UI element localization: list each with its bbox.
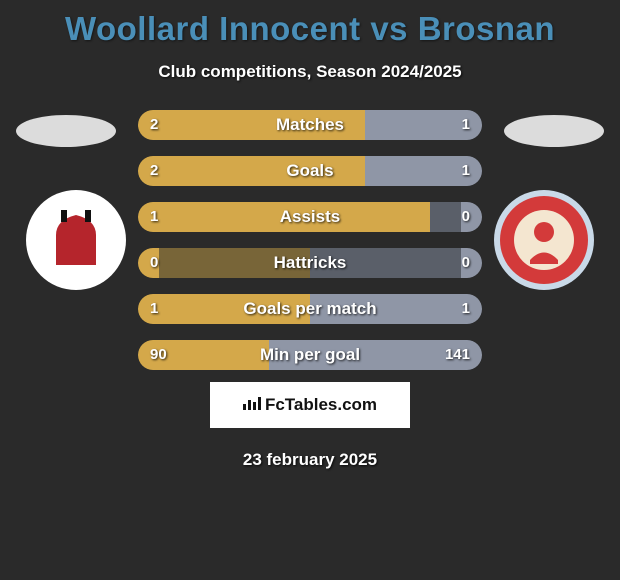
photo-oval-left	[16, 115, 116, 147]
page-subtitle: Club competitions, Season 2024/2025	[8, 62, 612, 82]
photo-oval-right	[504, 115, 604, 147]
chart-icon	[243, 396, 261, 414]
date-line: 23 february 2025	[8, 450, 612, 470]
club-left-icon	[26, 190, 126, 290]
comparison-area: 21Matches 21Goals 10Assists 00Hattricks 11Go…	[8, 110, 612, 370]
infographic-container: Woollard Innocent vs Brosnan Club compet…	[0, 0, 620, 580]
stat-label: Matches	[138, 110, 482, 140]
stat-label: Min per goal	[138, 340, 482, 370]
stats-column: 21Matches 21Goals 10Assists 00Hattricks 11Go…	[138, 110, 482, 386]
club-badge-left	[26, 190, 126, 290]
stat-row: 11Goals per match	[138, 294, 482, 324]
brand-badge: FcTables.com	[210, 382, 410, 428]
stat-label: Goals	[138, 156, 482, 186]
stat-row: 10Assists	[138, 202, 482, 232]
stat-row: 21Matches	[138, 110, 482, 140]
stat-label: Assists	[138, 202, 482, 232]
page-title: Woollard Innocent vs Brosnan	[8, 10, 612, 48]
stat-row: 90141Min per goal	[138, 340, 482, 370]
brand-text: FcTables.com	[265, 395, 377, 415]
stat-label: Hattricks	[138, 248, 482, 278]
stat-label: Goals per match	[138, 294, 482, 324]
club-right-icon	[494, 190, 594, 290]
club-badge-right	[494, 190, 594, 290]
stat-row: 00Hattricks	[138, 248, 482, 278]
stat-row: 21Goals	[138, 156, 482, 186]
